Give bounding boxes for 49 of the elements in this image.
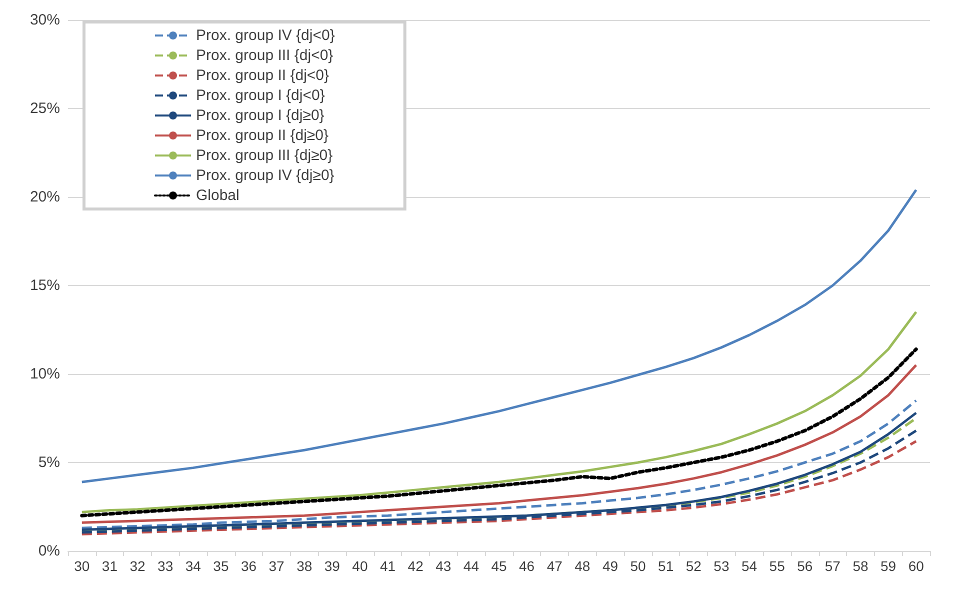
x-tick-label: 38	[296, 558, 312, 574]
x-tick-label: 55	[769, 558, 786, 574]
y-tick-label: 20%	[30, 188, 60, 206]
line-series	[80, 310, 918, 514]
x-tick-label: 51	[658, 558, 674, 574]
x-tick-label: 43	[436, 558, 452, 574]
x-tick-label: 39	[324, 558, 340, 574]
y-tick-label: 15%	[30, 277, 60, 294]
x-tick-label: 54	[741, 558, 758, 574]
y-tick-label: 30%	[30, 12, 60, 28]
x-tick-label: 53	[714, 558, 730, 574]
x-tick-label: 40	[352, 558, 368, 574]
legend-label: Prox. group II {dj≥0}	[196, 127, 328, 144]
x-tick-label: 35	[213, 558, 229, 574]
x-tick-label: 36	[240, 558, 257, 574]
x-tick-label: 60	[908, 558, 924, 574]
x-tick-label: 44	[463, 558, 480, 574]
x-tick-label: 56	[797, 558, 813, 574]
legend-label: Prox. group III {dj≥0}	[196, 147, 333, 164]
x-tick-label: 49	[602, 558, 618, 574]
y-tick-label: 25%	[30, 100, 60, 117]
legend-label: Prox. group IV {dj<0}	[196, 27, 335, 44]
x-tick-label: 59	[880, 558, 896, 574]
x-tick-label: 45	[491, 558, 507, 574]
x-tick-label: 58	[852, 558, 868, 574]
x-tick-label: 34	[185, 558, 202, 574]
y-tick-label: 5%	[38, 454, 60, 471]
x-tick-label: 41	[380, 558, 396, 574]
x-tick-label: 57	[824, 558, 841, 574]
legend-label: Global	[196, 187, 240, 204]
y-tick-label: 10%	[30, 366, 60, 382]
legend-label: Prox. group III {dj<0}	[196, 47, 334, 64]
y-tick-label: 0%	[38, 542, 60, 560]
line-series	[80, 188, 918, 484]
x-tick-label: 52	[686, 558, 702, 574]
legend-label: Prox. group I {dj≥0}	[196, 107, 324, 124]
x-tick-label: 33	[158, 558, 174, 574]
x-tick-label: 37	[268, 558, 285, 574]
x-tick-label: 48	[574, 558, 590, 574]
x-tick-label: 47	[546, 558, 563, 574]
x-tick-label: 42	[408, 558, 424, 574]
legend-label: Prox. group I {dj<0}	[196, 87, 325, 104]
legend-label: Prox. group II {dj<0}	[196, 67, 330, 84]
x-tick-label: 32	[130, 558, 146, 574]
x-tick-label: 31	[102, 558, 118, 574]
x-tick-label: 50	[630, 558, 646, 574]
x-tick-label: 30	[74, 558, 90, 574]
x-tick-label: 46	[519, 558, 535, 574]
legend-label: Prox. group IV {dj≥0}	[196, 167, 334, 184]
